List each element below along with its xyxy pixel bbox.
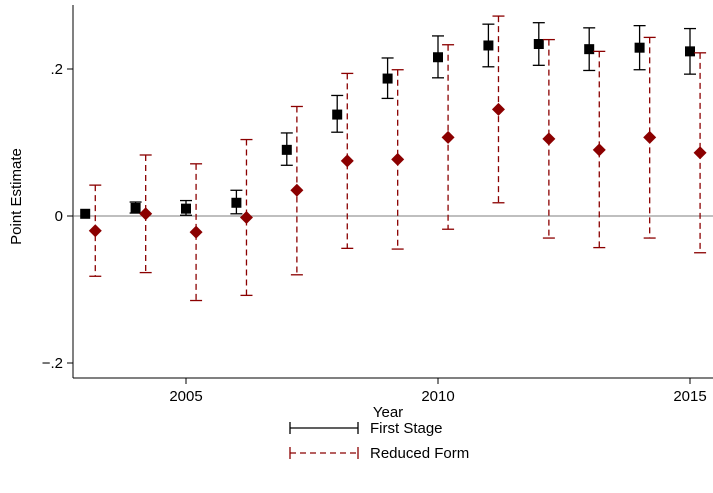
y-axis-label: Point Estimate [8,148,25,245]
y-tick-label: −.2 [42,355,63,372]
point-diamond [290,183,304,197]
y-tick-label: 0 [55,208,63,225]
point-diamond [139,207,153,221]
point-square [382,73,393,84]
point-square [281,144,292,155]
x-tick-label: 2015 [673,388,706,405]
x-tick-label: 2010 [421,388,454,405]
legend-symbol-first-stage [289,422,359,434]
point-diamond [391,152,405,166]
series-first-stage [80,22,696,219]
point-diamond [693,146,707,160]
point-diamond [88,224,102,238]
point-square [130,202,141,213]
point-diamond [542,132,556,146]
point-diamond [592,143,606,157]
point-square [483,40,494,51]
axis-labels: Year Point Estimate [8,148,403,421]
point-square [231,197,242,208]
point-square [634,42,645,53]
legend-item-reduced-form: Reduced Form [289,445,469,462]
series-group [80,15,707,302]
point-diamond [491,102,505,116]
point-diamond [441,130,455,144]
series-reduced-form [88,15,707,302]
point-square [332,109,343,120]
point-diamond [189,225,203,239]
point-square [80,208,91,219]
point-square [181,203,191,214]
legend-symbol-reduced-form [289,447,359,459]
x-tick-label: 2005 [169,388,202,405]
point-diamond [239,210,253,224]
point-square [584,44,595,55]
point-square [433,52,443,63]
point-square [685,46,695,57]
point-diamond [643,130,657,144]
legend: First Stage Reduced Form [289,420,469,462]
x-axis-label: Year [373,404,403,421]
y-tick-label: .2 [50,61,63,78]
legend-item-first-stage: First Stage [289,420,443,437]
legend-label-reduced-form: Reduced Form [370,445,469,462]
point-diamond [340,154,354,168]
axes: −.2 0 .2 2005 2010 2015 [42,5,713,405]
point-square [533,39,544,50]
legend-label-first-stage: First Stage [370,420,443,437]
